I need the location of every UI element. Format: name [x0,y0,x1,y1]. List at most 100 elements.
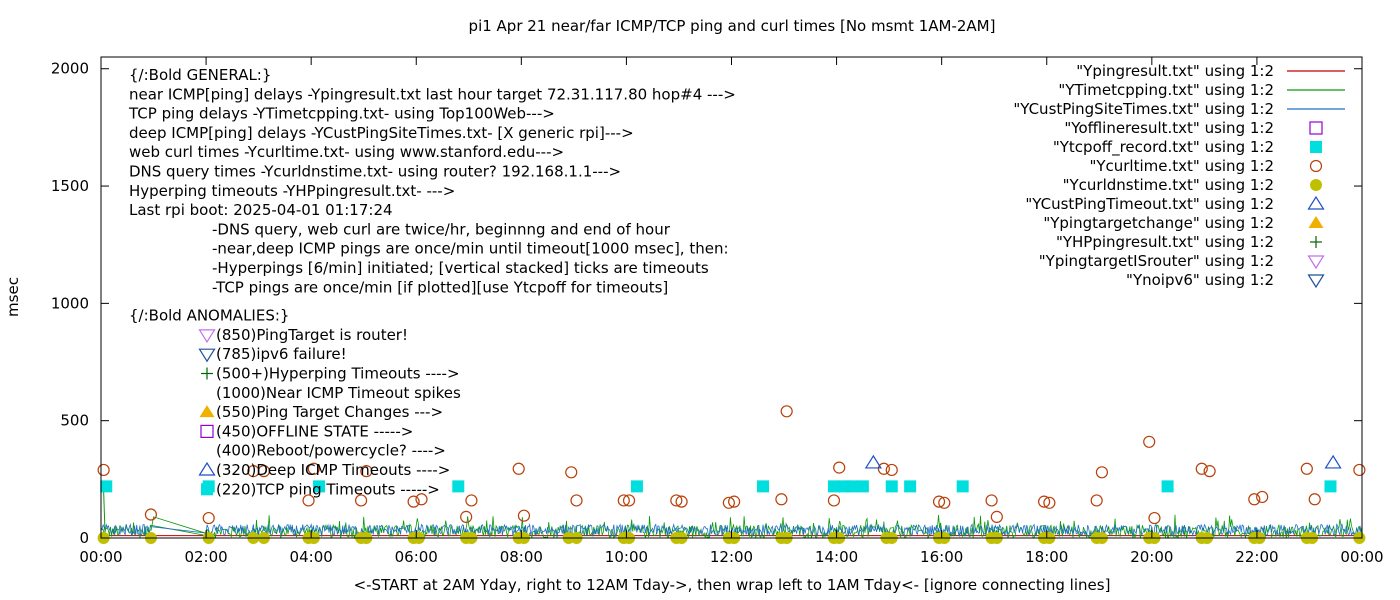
legend-swatch-filled-square [1310,141,1322,153]
data-point-open-circle [202,511,215,525]
x-tick-label: 02:00 [184,548,227,566]
data-point-open-circle [257,465,270,478]
x-tick-label: 06:00 [395,548,438,566]
series-line-gap-connector [150,516,207,534]
annotation-general-line: Last rpi boot: 2025-04-01 01:17:24 [129,201,393,219]
data-point-open-circle [622,494,636,507]
data-point-open-circle [617,494,630,507]
legend-label: "Ycurldnstime.txt" using 1:2 [1063,176,1274,194]
data-point-open-circle [1090,494,1103,507]
data-point-open-circle [990,510,1003,523]
y-tick-label: 0 [79,529,89,547]
data-point-open-circle [1256,490,1269,504]
annotation-note-line: -TCP pings are once/min [if plotted][use… [212,278,668,296]
data-point-open-circle [932,495,946,508]
data-point-open-circle [570,494,583,507]
legend-swatch-open-triangle-up [1307,195,1325,210]
legend-swatch-filled-circle [1310,179,1322,191]
data-point-filled-square [846,480,859,493]
annotation-general-line: TCP ping delays -YTimetcpping.txt- using… [128,105,555,123]
y-tick-label: 2000 [51,60,89,78]
axes: 0 500 1000 1500 2000 00:00 02:00 04:00 06:00 08:0… [51,57,1384,566]
data-point-filled-square [1161,480,1174,493]
annotation-anomaly-line: (850)PingTarget is router! [216,326,408,344]
data-point-filled-square [904,480,917,493]
data-point-open-circle [1203,465,1216,478]
annotation-marker-filled-triangle-up [199,405,215,418]
legend-label: "YHPpingresult.txt" using 1:2 [1056,233,1274,251]
data-point-open-circle [144,508,158,521]
data-point-open-circle [407,495,420,508]
data-point-filled-square [452,480,465,493]
data-point-open-circle [885,463,898,477]
x-tick-label: 08:00 [500,548,543,566]
y-tick-label: 1000 [51,294,89,312]
x-tick-label: 18:00 [1025,548,1068,566]
legend-label: "Yofflineresult.txt" using 1:2 [1064,119,1274,137]
x-tick-label: 14:00 [815,548,858,566]
annotation-marker-open-triangle-up [198,461,216,476]
legend-label: "YCustPingSiteTimes.txt" using 1:2 [1013,100,1274,118]
annotation-note-line: -near,deep ICMP pings are once/min until… [212,240,729,258]
data-point-open-circle [517,509,531,522]
x-axis-label: <-START at 2AM Yday, right to 12AM Tday-… [354,576,1111,594]
x-tick-label: 12:00 [710,548,753,566]
data-point-open-circle [985,494,998,507]
data-point-open-circle [675,495,688,508]
data-point-open-circle [565,466,578,479]
annotation-anomaly-line: (320)Deep ICMP Timeouts ----> [216,461,450,479]
annotation-marker-open-square [200,424,214,438]
data-point-open-circle [1195,462,1208,475]
data-point-open-circle [1095,466,1109,479]
legend-swatch-open-triangle-down [1307,255,1325,270]
y-axis-label: msec [4,277,22,317]
data-point-open-circle [780,405,793,418]
legend-swatch-open-square [1309,121,1323,135]
annotation-anomaly-line: (550)Ping Target Changes ---> [216,403,443,421]
x-tick-label: 20:00 [1130,548,1173,566]
data-point-filled-square [1324,480,1337,493]
legend-label: "YpingtargetISrouter" using 1:2 [1039,252,1274,270]
data-point-filled-square [757,480,770,493]
y-tick-label: 1500 [51,177,89,195]
legend-swatch-open-circle [1309,159,1323,173]
data-point-filled-square [956,480,969,493]
annotation-anomaly-line: (1000)Near ICMP Timeout spikes [216,384,461,402]
annotation-marker-open-triangle-down [198,348,216,363]
data-point-filled-square [313,480,326,493]
annotation-marker-open-triangle-down [198,329,216,344]
data-point-open-circle [307,462,320,475]
x-tick-label: 00:00 [1340,548,1383,566]
data-point-open-circle [938,496,951,509]
annotation-general-line: DNS query times -Ycurldnstime.txt- using… [129,163,621,181]
data-point-open-circle [833,461,846,474]
legend-swatch-open-triangle-down [1307,274,1325,289]
x-tick-label: 22:00 [1235,548,1278,566]
data-point-open-circle [827,494,841,507]
y-tick-label: 500 [60,412,89,430]
data-point-filled-square [100,480,113,493]
legend-swatch-plus [1310,236,1322,248]
legend-label: "Ynoipv6" using 1:2 [1126,271,1274,289]
data-point-open-circle [1043,496,1056,509]
data-point-open-circle [512,462,525,475]
annotation-anomaly-line: (500+)Hyperping Timeouts ----> [216,365,460,383]
annotation-general-line: {/:Bold GENERAL:} [129,66,271,84]
data-point-open-circle [460,510,473,523]
legend-label: "YTimetcpping.txt" using 1:2 [1058,81,1274,99]
series-line-tcp-ping [100,514,1363,540]
data-point-open-circle [670,494,683,507]
chart-title: pi1 Apr 21 near/far ICMP/TCP ping and cu… [469,17,996,35]
legend: "Ypingresult.txt" using 1:2"YTimetcpping… [1013,62,1345,289]
annotation-marker-filled-square [201,483,213,496]
x-tick-label: 10:00 [605,548,648,566]
legend-label: "Ypingresult.txt" using 1:2 [1076,62,1274,80]
legend-label: "Ypingtargetchange" using 1:2 [1043,214,1274,232]
data-point-open-circle [1300,462,1313,475]
data-point-open-circle [1038,495,1051,508]
legend-label: "Ytcpoff_record.txt" using 1:2 [1053,138,1274,157]
x-tick-label: 04:00 [290,548,333,566]
data-point-open-circle [360,465,373,478]
annotation-anomalies-title: {/:Bold ANOMALIES:} [129,307,289,325]
series-line-start-spike [103,491,106,539]
